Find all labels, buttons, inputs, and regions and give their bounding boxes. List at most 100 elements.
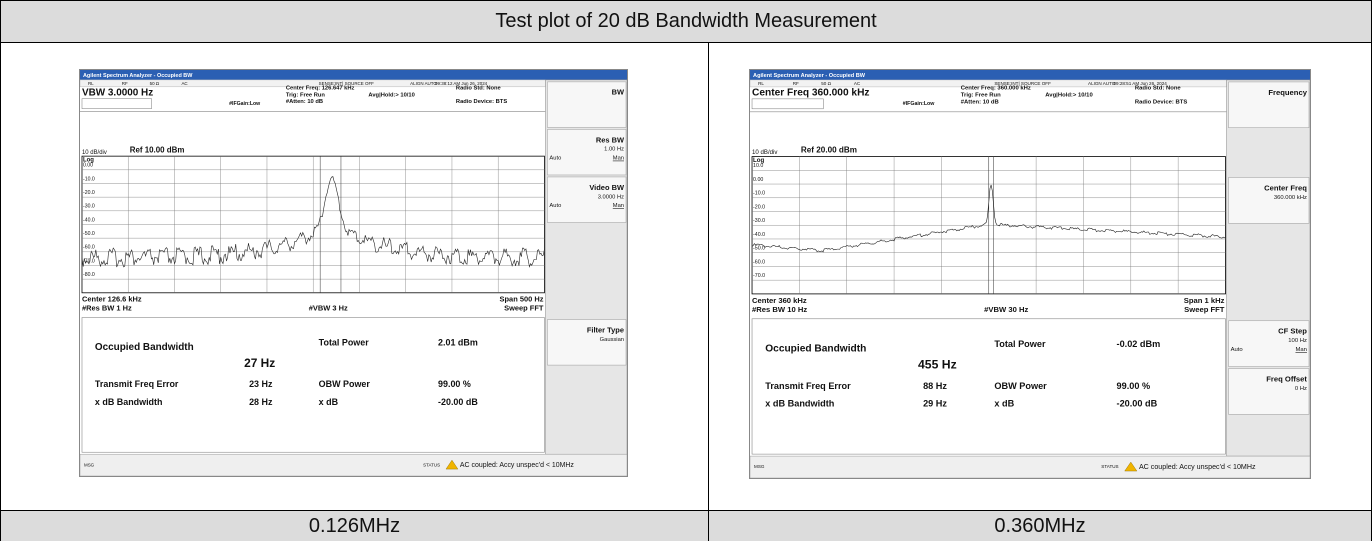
res-bw-label: #Res BW 1 Hz [82,304,132,313]
y-label: -50.0 [753,246,765,252]
softkey-man: Man [1295,347,1306,353]
softkey-auto: Auto [1231,347,1243,353]
y-label: -60.0 [83,245,95,251]
result-obw-power: OBW Power [319,379,371,389]
result-total-power-value: 2.01 dBm [438,338,478,348]
msg-label: MSG [754,464,765,469]
y-label: -40.0 [83,217,95,223]
setting: Avg|Hold:> 10/10 [1045,92,1092,98]
column-caption: 0.360MHz [709,510,1371,541]
softkey-title: CF Step [1278,327,1307,336]
status-item: RF [122,81,128,86]
setting: Radio Std: None [456,85,501,91]
y-label: -60.0 [753,259,765,265]
softkey-man: Man [613,156,624,162]
center-label: Center 360 kHz [752,296,807,305]
span-label: Span 500 Hz [500,295,544,304]
result-freq-error: Transmit Freq Error [95,379,179,389]
result-xdb-bw: x dB Bandwidth [765,399,834,409]
result-total-power-value: -0.02 dBm [1117,339,1161,349]
setting: #Atten: 10 dB [286,99,323,105]
status-label: STATUS [423,462,440,467]
softkey-value: 1.00 Hz [604,147,624,153]
status-item: 50 Ω [821,81,831,86]
softkey-value: 100 Hz [1288,338,1307,344]
result-xdb-value: -20.00 dB [1117,399,1158,409]
analyzer-screenshot: Agilent Spectrum Analyzer - Occupied BW R… [79,69,628,477]
ref-label: Ref 10.00 dBm [130,145,185,154]
y-label: -20.0 [83,190,95,196]
result-obw-power: OBW Power [994,381,1047,391]
result-xdb: x dB [319,397,339,407]
result-freq-error-value: 23 Hz [249,379,273,389]
status-text: AC coupled: Accy unspec'd < 10MHz [460,462,575,469]
vbw-label: #VBW 3 Hz [309,304,348,313]
setting: Trig: Free Run [961,92,1001,98]
y-label: -50.0 [83,231,95,237]
y-label: 0.00 [83,163,93,169]
setting: Trig: Free Run [286,92,326,98]
y-label: -20.0 [753,204,765,210]
softkey-auto: Auto [549,203,561,209]
scale-label: 10 dB/div [752,150,777,156]
result-xdb-bw: x dB Bandwidth [95,397,163,407]
result-total-power: Total Power [319,338,370,348]
setting: Radio Std: None [1135,85,1182,91]
y-label: 0.00 [753,177,763,183]
active-function: VBW 3.0000 Hz [82,87,153,98]
softkey-value: Gaussian [600,337,624,343]
y-label: -10.0 [753,191,765,197]
status-item: RF [793,81,799,86]
setting: #IFGain:Low [903,101,936,107]
result-occupied-bw: Occupied Bandwidth [765,343,866,354]
result-xdb-bw-value: 28 Hz [249,397,273,407]
res-bw-label: #Res BW 10 Hz [752,305,807,314]
y-label: -70.0 [753,273,765,279]
y-label: -40.0 [753,232,765,238]
softkey-value: 3.0000 Hz [598,194,624,200]
window-title: Agilent Spectrum Analyzer - Occupied BW [83,73,193,79]
window-title: Agilent Spectrum Analyzer - Occupied BW [753,73,866,79]
active-function: Center Freq 360.000 kHz [752,88,869,99]
softkey-title: Res BW [596,135,625,144]
status-item: ALIGN AUTO [410,81,437,86]
setting: Avg|Hold:> 10/10 [368,92,414,98]
center-label: Center 126.6 kHz [82,295,142,304]
softkey-title: Center Freq [1264,183,1307,192]
analyzer-screenshot: Agilent Spectrum Analyzer - Occupied BW R… [749,69,1311,479]
sweep-label: Sweep FFT [504,304,544,313]
y-label: -30.0 [83,204,95,210]
softkey-man: Man [613,203,624,209]
result-xdb: x dB [994,399,1014,409]
softkey-title: Frequency [1268,88,1307,97]
result-xdb-bw-value: 29 Hz [923,399,947,409]
scale-label: 10 dB/div [82,150,107,156]
result-xdb-value: -20.00 dB [438,397,478,407]
status-text: AC coupled: Accy unspec'd < 10MHz [1139,464,1256,471]
result-obw-power-value: 99.00 % [438,379,471,389]
softkey-value: 360.000 kHz [1274,195,1307,201]
y-label: -10.0 [83,176,95,182]
setting: Radio Device: BTS [456,99,507,105]
column-divider [708,43,709,540]
sweep-label: Sweep FFT [1184,305,1225,314]
result-obw-value: 455 Hz [918,358,957,372]
result-occupied-bw: Occupied Bandwidth [95,342,194,353]
status-item: ALIGN AUTO [1088,81,1116,86]
setting: #IFGain:Low [229,101,261,107]
softkey-title: Freq Offset [1266,375,1307,384]
msg-label: MSG [84,462,95,467]
status-item: RL [88,81,94,86]
softkey-value: 0 Hz [1295,386,1307,392]
result-freq-error: Transmit Freq Error [765,381,851,391]
report-table: Test plot of 20 dB Bandwidth Measurement… [0,0,1372,541]
status-label: STATUS [1101,464,1118,469]
setting: #Atten: 10 dB [961,99,999,105]
result-obw-value: 27 Hz [244,356,275,370]
column-caption: 0.126MHz [1,510,708,541]
result-freq-error-value: 88 Hz [923,381,947,391]
softkey-title: BW [612,88,625,97]
y-label: 10.0 [753,163,763,169]
result-total-power: Total Power [994,339,1046,349]
softkey-auto: Auto [549,156,561,162]
